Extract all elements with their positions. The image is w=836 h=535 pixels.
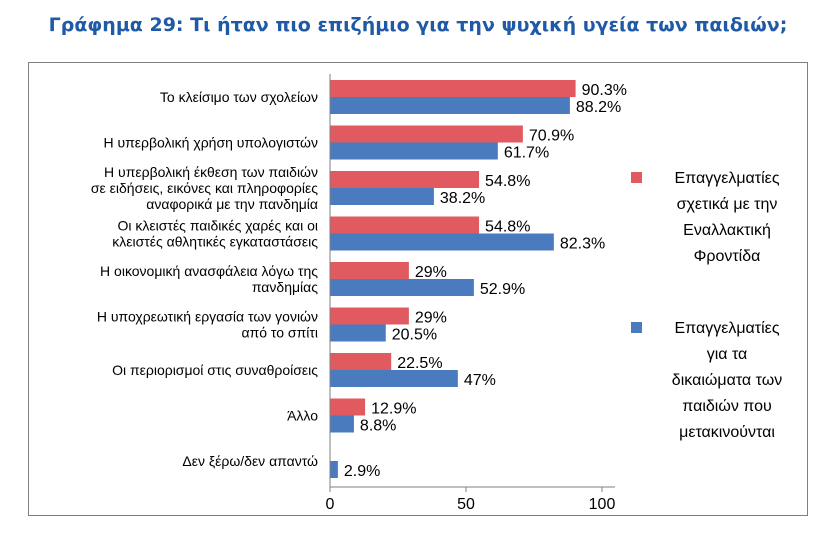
bar <box>330 353 392 370</box>
bar <box>330 80 576 97</box>
x-tick-label: 50 <box>457 496 475 513</box>
value-label: 29% <box>415 310 447 327</box>
bar <box>330 262 409 279</box>
category-label: Οι περιορισμοί στις συναθροίσεις <box>112 362 318 378</box>
value-label: 12.9% <box>371 401 416 418</box>
bar <box>330 324 386 342</box>
value-label: 61.7% <box>504 145 549 162</box>
x-axis: 0 50 100 <box>326 74 616 513</box>
x-tick-label: 100 <box>589 496 616 513</box>
value-label: 70.9% <box>529 128 574 145</box>
chart-title: Γράφημα 29: Τι ήταν πιο επιζήμιο για την… <box>48 14 788 36</box>
x-tick-label: 0 <box>326 496 335 513</box>
bar <box>330 142 498 160</box>
legend-label: Επαγγελματίες σχετικά με την Εναλλακτική Φρ… <box>674 170 779 265</box>
value-label: 2.9% <box>344 463 380 480</box>
value-label: 52.9% <box>480 281 525 298</box>
category-label: Δεν ξέρω/δεν απαντώ <box>182 453 318 469</box>
legend-swatch <box>631 172 642 183</box>
legend-label: Επαγγελματίες για τα δικαιώματα των παιδιών… <box>672 320 782 441</box>
legend-swatch <box>631 322 642 333</box>
bar <box>330 233 554 251</box>
category-label: Το κλείσιμο των σχολείων <box>160 89 318 105</box>
bar <box>330 171 480 188</box>
value-label: 54.8% <box>485 219 530 236</box>
bar <box>330 279 474 296</box>
bar <box>330 125 523 143</box>
bar <box>330 398 366 416</box>
bar <box>330 97 570 114</box>
bar <box>330 415 354 433</box>
bars-layer: Το κλείσιμο των σχολείων 90.3%88.2% Η υπερ… <box>91 80 627 480</box>
value-label: 82.3% <box>560 236 605 253</box>
legend: Επαγγελματίες σχετικά με την Εναλλακτική Φρ… <box>631 170 782 441</box>
bar <box>330 188 434 205</box>
value-label: 20.5% <box>392 327 437 344</box>
value-label: 38.2% <box>440 190 485 207</box>
bar <box>330 307 409 325</box>
value-label: 8.8% <box>360 418 396 435</box>
bar <box>330 216 480 234</box>
bar <box>330 370 458 387</box>
value-label: 22.5% <box>397 355 442 372</box>
category-label: Η υποχρεωτική εργασία των γονιών από το σ… <box>97 309 318 341</box>
value-label: 54.8% <box>485 173 530 190</box>
category-label: Η υπερβολική έκθεση των παιδιών σε ειδήσε… <box>91 164 318 212</box>
category-label: Η οικονομική ανασφάλεια λόγω της πανδημία… <box>100 263 318 295</box>
category-label: Οι κλειστές παιδικές χαρές και οι κλειστέ… <box>112 218 318 250</box>
chart-frame <box>28 62 808 516</box>
category-label: Άλλο <box>287 408 318 424</box>
bar <box>330 461 338 478</box>
value-label: 88.2% <box>576 99 621 116</box>
value-label: 90.3% <box>582 82 627 99</box>
value-label: 47% <box>464 372 496 389</box>
category-label: Η υπερβολική χρήση υπολογιστών <box>103 135 318 151</box>
value-label: 29% <box>415 264 447 281</box>
